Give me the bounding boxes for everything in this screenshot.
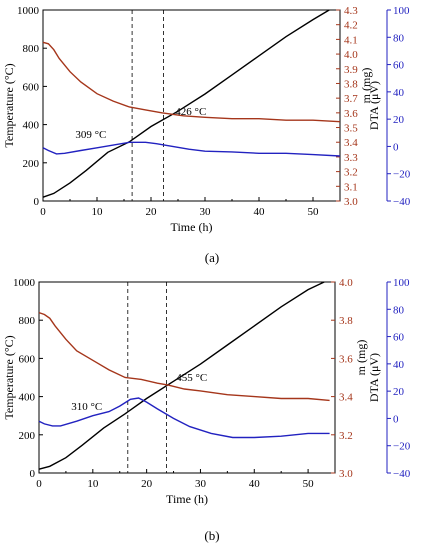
mass-series-line [42,41,341,123]
mass-tick-label: 3.6 [344,108,358,120]
mass-tick-label: 4.0 [339,277,353,289]
mass-tick-label: 3.2 [339,430,353,442]
mass-tick-label: 3.2 [344,167,358,179]
dta-tick-label: 100 [393,277,410,289]
mass-tick-label: 4.2 [344,20,358,32]
mass-tick-label: 3.5 [344,123,358,135]
dta-tick-label: 40 [393,359,405,371]
x-tick-label: 20 [141,478,153,490]
mass-tick-label: 3.8 [344,78,358,90]
x-tick-label: 50 [308,206,320,218]
temp-tick-label: 200 [23,158,40,170]
temperature-annotation: 309 °C [75,129,106,141]
mass-tick-label: 4.0 [344,49,358,61]
dta-tick-label: 20 [393,114,405,126]
mass-axis-label: m (mg) [359,68,373,104]
dta-tick-label: 80 [393,304,405,316]
dta-tick-label: 60 [393,60,405,72]
temperature-annotation: 455 °C [176,372,207,384]
dta-axis-label: DTA (μV) [367,353,381,402]
panel-label: (a) [205,250,219,265]
temp-tick-label: 200 [19,430,36,442]
plot-frame [42,9,341,202]
temp-tick-label: 0 [30,468,36,480]
mass-tick-label: 4.3 [344,5,358,17]
x-tick-label: 10 [92,206,104,218]
dta-tick-label: 60 [393,332,405,344]
mass-tick-label: 3.6 [339,353,353,365]
mass-axis-label: m (mg) [354,340,368,376]
dta-tick-label: 0 [393,141,399,153]
dta-tick-label: 20 [393,386,405,398]
mass-tick-label: 3.7 [344,93,358,105]
dta-series-line [38,397,330,439]
mass-tick-label: 3.1 [344,181,358,193]
x-tick-label: 0 [36,478,42,490]
temp-tick-label: 1000 [13,277,36,289]
mass-tick-label: 3.8 [339,315,353,327]
temperature-annotation: 310 °C [71,401,102,413]
dta-tick-label: −40 [393,468,411,480]
dta-axis-label: DTA (μV) [367,81,381,130]
temp-tick-label: 800 [23,43,40,55]
dta-tick-label: −40 [393,196,411,208]
mass-series-line [38,311,330,402]
dta-series-line [42,141,341,157]
temp-tick-label: 800 [19,315,36,327]
x-tick-label: 40 [254,206,266,218]
dta-tick-label: −20 [393,169,411,181]
temp-tick-label: 400 [23,120,40,132]
mass-tick-label: 3.4 [339,392,353,404]
temp-tick-label: 600 [23,81,40,93]
temp-series-line [38,281,325,470]
mass-tick-label: 3.0 [344,196,358,208]
dta-tick-label: 80 [393,32,405,44]
temp-tick-label: 0 [34,196,40,208]
x-tick-label: 0 [40,206,46,218]
temp-tick-label: 600 [19,353,36,365]
x-axis-label: Time (h) [166,492,208,506]
dta-tick-label: 40 [393,87,405,99]
mass-tick-label: 3.0 [339,468,353,480]
x-axis-label: Time (h) [171,220,213,234]
dta-tick-label: 100 [393,5,410,17]
temp-tick-label: 400 [19,392,36,404]
x-tick-label: 50 [303,478,315,490]
x-tick-label: 40 [249,478,261,490]
x-tick-label: 30 [200,206,212,218]
panel-label: (b) [204,528,219,543]
temp-axis-label: Temperature (°C) [2,63,16,147]
x-tick-label: 20 [146,206,158,218]
dta-tick-label: −20 [393,441,411,453]
mass-tick-label: 3.9 [344,64,358,76]
temp-series-line [42,9,330,198]
mass-tick-label: 3.4 [344,137,358,149]
x-tick-label: 30 [195,478,207,490]
dta-tick-label: 0 [393,413,399,425]
temperature-annotation: 426 °C [175,106,206,118]
x-tick-label: 10 [87,478,99,490]
plot-frame [38,281,336,474]
mass-tick-label: 3.3 [344,152,358,164]
mass-tick-label: 4.1 [344,34,358,46]
temp-tick-label: 1000 [17,5,40,17]
temp-axis-label: Temperature (°C) [2,335,16,419]
